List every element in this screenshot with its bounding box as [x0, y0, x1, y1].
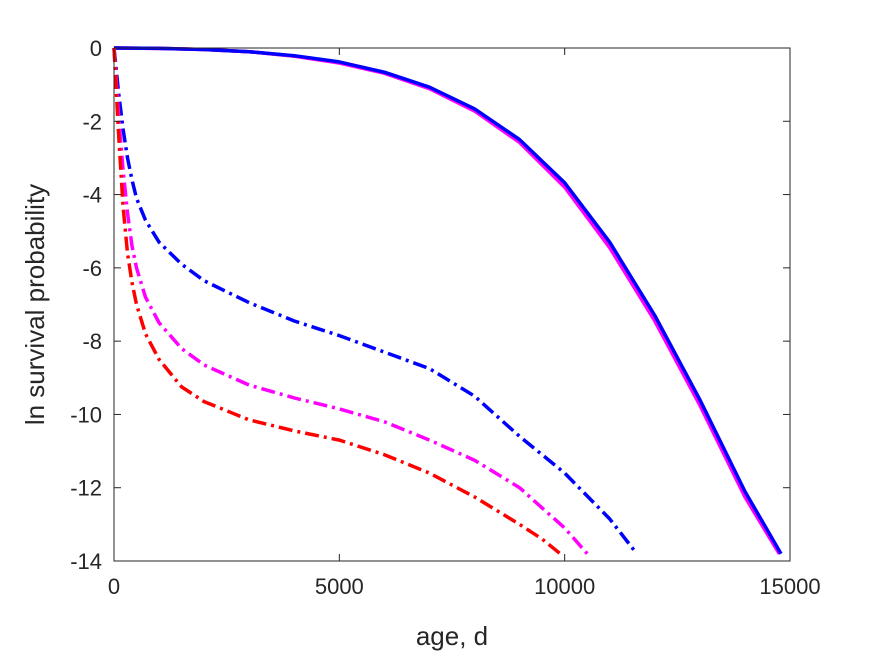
- y-axis-label: ln survival probability: [20, 184, 50, 425]
- y-tick-label: -8: [82, 329, 102, 354]
- y-tick-label: -14: [70, 549, 102, 574]
- plot-area-frame: [113, 47, 791, 562]
- x-tick-label: 10000: [534, 574, 595, 599]
- y-tick-label: -4: [82, 183, 102, 208]
- y-tick-label: -2: [82, 109, 102, 134]
- series-line-6-dashdot: [112, 47, 562, 556]
- y-tick-label: 0: [90, 36, 102, 61]
- x-tick-label: 15000: [759, 574, 820, 599]
- series-layer: [112, 46, 783, 556]
- x-tick-label: 5000: [315, 574, 364, 599]
- x-tick-label: 0: [108, 574, 120, 599]
- series-line-5-dashdot: [112, 47, 589, 555]
- ticks-layer: 0 5000 10000 15000 0 -2 -4 -6 -8 -10 -12 -14: [70, 36, 820, 599]
- y-tick-label: -6: [82, 256, 102, 281]
- series-line-4-dashdot: [112, 47, 639, 555]
- series-line-3-solid: [113, 46, 783, 555]
- x-axis-label: age, d: [416, 621, 488, 651]
- y-tick-label: -10: [70, 402, 102, 427]
- y-tick-label: -12: [70, 476, 102, 501]
